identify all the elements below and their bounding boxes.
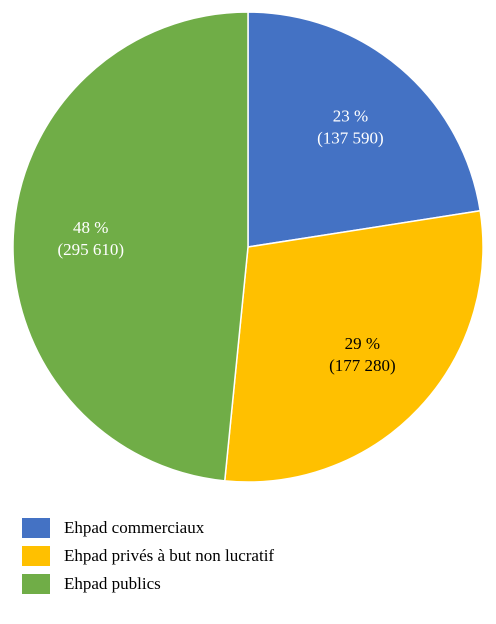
legend-swatch-publics <box>22 574 50 594</box>
legend-item-commerciaux: Ehpad commerciaux <box>22 516 274 540</box>
legend-label-commerciaux: Ehpad commerciaux <box>64 518 205 537</box>
legend-item-prives: Ehpad privés à but non lucratif <box>22 544 274 568</box>
slice-percent-label-publics: 48 % <box>73 218 108 237</box>
legend: Ehpad commerciaux Ehpad privés à but non… <box>22 516 274 600</box>
slice-value-label-commerciaux: (137 590) <box>317 128 384 147</box>
pie-slice-commerciaux <box>247 11 482 248</box>
slice-percent-label-commerciaux: 23 % <box>333 106 368 125</box>
legend-swatch-prives <box>22 546 50 566</box>
legend-label-publics: Ehpad publics <box>64 574 161 593</box>
legend-swatch-commerciaux <box>22 518 50 538</box>
slice-percent-label-prives: 29 % <box>345 334 380 353</box>
slice-value-label-prives: (177 280) <box>329 356 396 375</box>
pie-chart: 23 % (137 590) 29 % (177 280) 48 % (295 610) <box>12 11 484 483</box>
pie-slice-publics <box>12 11 249 482</box>
slice-value-label-publics: (295 610) <box>57 240 124 259</box>
legend-label-prives: Ehpad privés à but non lucratif <box>64 546 275 565</box>
legend-item-publics: Ehpad publics <box>22 572 274 596</box>
pie-slice-prives <box>223 209 484 483</box>
